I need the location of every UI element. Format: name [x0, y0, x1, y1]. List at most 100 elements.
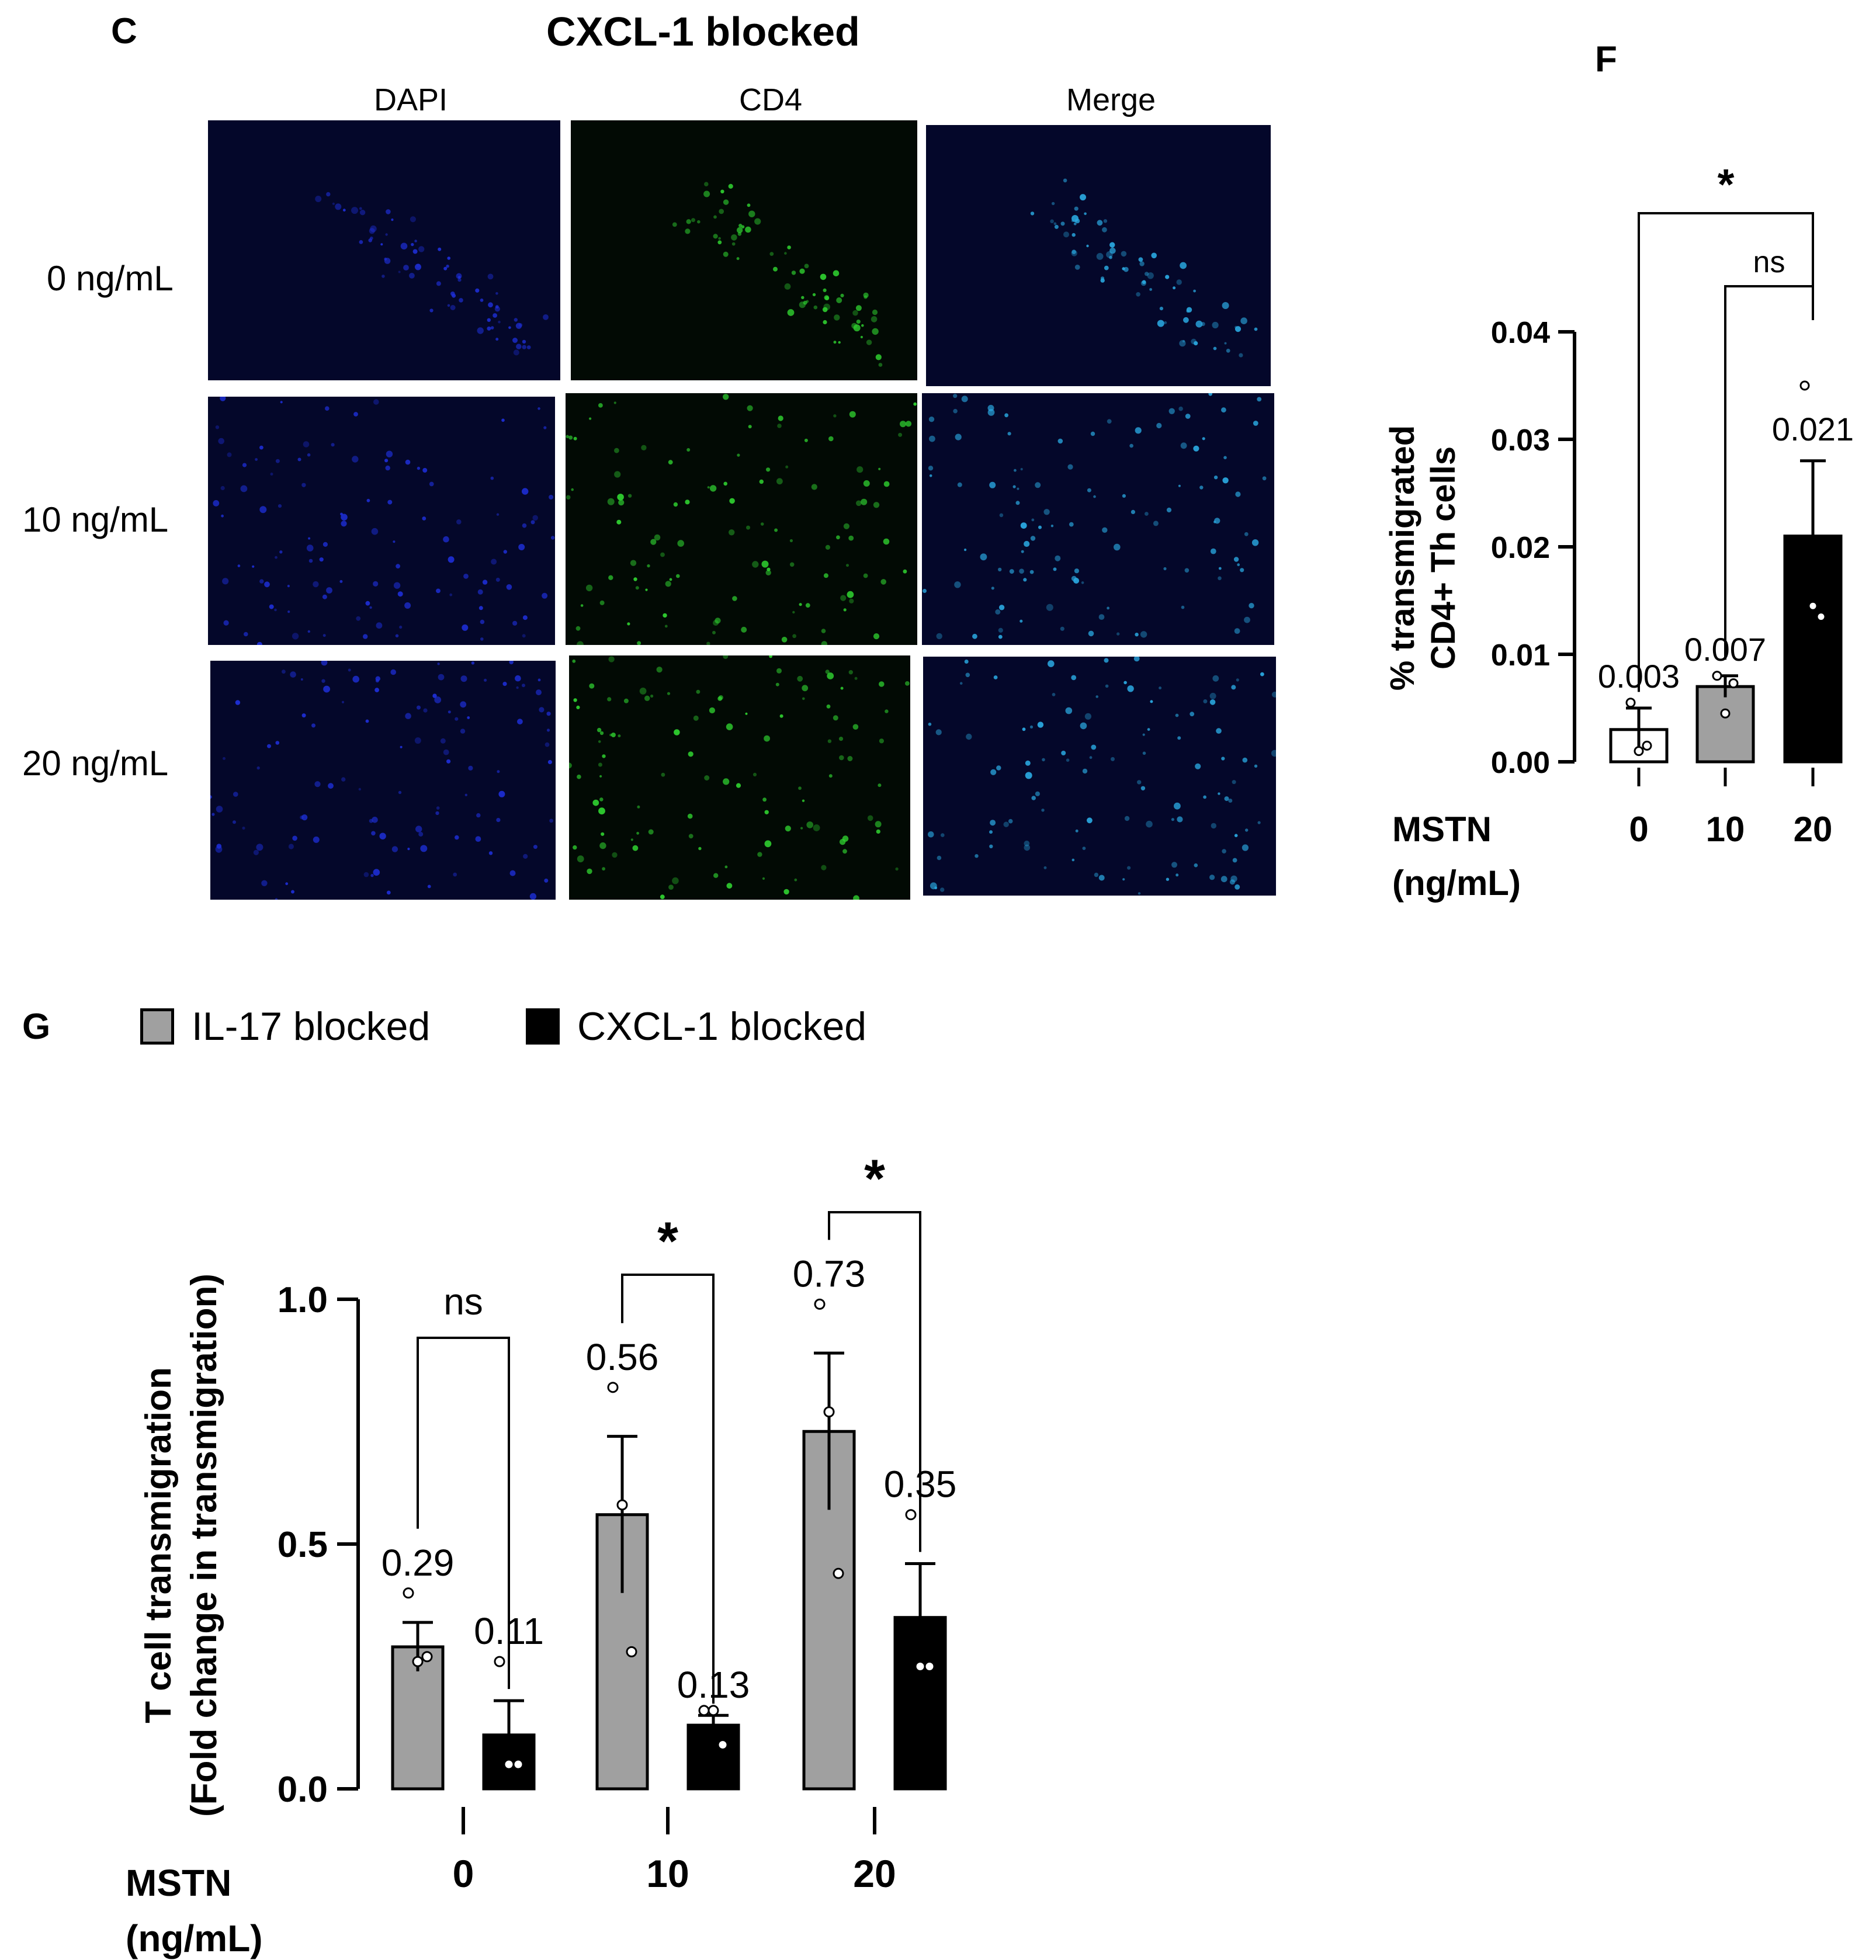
row-label-0: 0 ng/mL [47, 259, 174, 298]
panel-f-letter: F [1595, 39, 1617, 79]
value-label: 0.007 [1684, 631, 1766, 668]
value-label: 0.56 [586, 1336, 659, 1378]
value-label: 0.003 [1598, 658, 1680, 695]
significance-label: * [657, 1212, 678, 1271]
value-label: 0.29 [382, 1542, 455, 1584]
legend-label-cxcl1: CXCL-1 blocked [577, 1004, 867, 1049]
data-point [626, 1646, 637, 1657]
value-label: 0.021 [1772, 411, 1854, 447]
speckle-layer [566, 393, 917, 645]
y-tick-label: 0.00 [1491, 746, 1550, 780]
data-point [616, 1499, 628, 1511]
data-point [833, 1567, 844, 1579]
data-point [814, 1298, 826, 1310]
data-point [1816, 612, 1826, 622]
significance-label: * [864, 1149, 885, 1209]
micrograph-merge-10 [922, 393, 1274, 645]
column-header-cd4: CD4 [739, 82, 803, 117]
x-axis-label-line1: MSTN [126, 1862, 231, 1904]
panel-c-letter: C [111, 11, 137, 51]
legend-item-cxcl1: CXCL-1 blocked [526, 1004, 866, 1049]
data-point [1808, 601, 1818, 611]
panel-c-title: CXCL-1 blocked [546, 9, 860, 54]
row-label-20: 20 ng/mL [22, 744, 169, 783]
bar [482, 1733, 536, 1791]
significance-label: * [1718, 160, 1735, 209]
x-tick-label: 0 [1629, 810, 1648, 849]
data-point [412, 1656, 424, 1667]
data-point [914, 1661, 926, 1672]
value-label: 0.35 [884, 1463, 957, 1505]
data-point [1799, 380, 1810, 391]
x-axis-label-line1: MSTN [1392, 810, 1492, 849]
legend-swatch-cxcl1 [526, 1008, 560, 1045]
micrograph-cd4-10 [566, 393, 917, 645]
row-label-10: 10 ng/mL [22, 500, 169, 539]
speckle-layer [569, 655, 910, 900]
data-point [421, 1651, 433, 1663]
bar [802, 1430, 856, 1791]
speckle-layer [926, 125, 1271, 386]
speckle-layer [210, 661, 556, 900]
y-axis-label-line2: CD4+ Th cells [1424, 446, 1462, 669]
micrograph-dapi-20 [210, 661, 556, 900]
y-tick-label: 0.01 [1491, 639, 1550, 672]
x-tick-label: 0 [453, 1852, 474, 1895]
value-label: 0.11 [474, 1610, 544, 1652]
x-axis-label-line2: (ng/mL) [126, 1917, 263, 1959]
micrograph-dapi-10 [208, 397, 555, 645]
y-tick-label: 0.03 [1491, 424, 1550, 457]
data-point [607, 1382, 619, 1393]
data-point [823, 1406, 835, 1418]
y-axis-label-line1: % transmigrated [1383, 425, 1421, 691]
legend-label-il17: IL-17 blocked [192, 1004, 431, 1049]
bar [686, 1723, 740, 1791]
bar [1783, 535, 1843, 764]
micrograph-merge-0 [926, 125, 1271, 386]
y-tick-label: 0.0 [278, 1770, 328, 1810]
y-axis-label-line2: (Fold change in transmigration) [184, 1274, 224, 1817]
value-label: 0.13 [677, 1664, 750, 1706]
significance-bracket [417, 1337, 510, 1690]
data-point [1728, 678, 1739, 689]
y-tick-label: 0.5 [278, 1525, 328, 1565]
x-tick-label: 20 [853, 1852, 896, 1895]
micrograph-cd4-0 [571, 120, 917, 380]
data-point [512, 1758, 524, 1770]
data-point [698, 1705, 710, 1716]
y-tick-label: 0.04 [1491, 316, 1550, 350]
x-tick-label: 20 [1794, 810, 1833, 849]
bar [595, 1513, 649, 1791]
bar [1695, 685, 1755, 764]
legend-item-il17: IL-17 blocked [140, 1004, 430, 1049]
x-axis-label-line2: (ng/mL) [1392, 863, 1521, 903]
significance-bracket [828, 1211, 921, 1552]
data-point [403, 1587, 414, 1599]
significance-label: ns [443, 1281, 483, 1323]
legend-swatch-il17 [140, 1008, 174, 1045]
speckle-layer [922, 393, 1274, 645]
data-point [1634, 746, 1644, 757]
data-point [717, 1739, 729, 1751]
significance-bracket [1724, 285, 1814, 660]
y-tick-label: 1.0 [278, 1280, 328, 1320]
speckle-layer [208, 120, 560, 380]
column-header-merge: Merge [1066, 82, 1156, 117]
bar [391, 1645, 445, 1791]
column-header-dapi: DAPI [374, 82, 448, 117]
data-point [708, 1705, 719, 1716]
data-point [1712, 671, 1722, 681]
micrograph-merge-20 [923, 657, 1276, 896]
x-tick-label: 10 [646, 1852, 689, 1895]
speckle-layer [571, 120, 917, 380]
panel-g-letter: G [22, 1007, 51, 1047]
y-axis-label-line1: T cell transmigration [138, 1367, 179, 1723]
data-point [905, 1509, 917, 1521]
significance-bracket [1638, 212, 1814, 692]
significance-label: ns [1753, 245, 1785, 279]
x-tick-label: 10 [1706, 810, 1745, 849]
significance-bracket [621, 1274, 715, 1704]
data-point [494, 1656, 505, 1667]
bar [1609, 728, 1669, 764]
data-point [1720, 708, 1731, 719]
